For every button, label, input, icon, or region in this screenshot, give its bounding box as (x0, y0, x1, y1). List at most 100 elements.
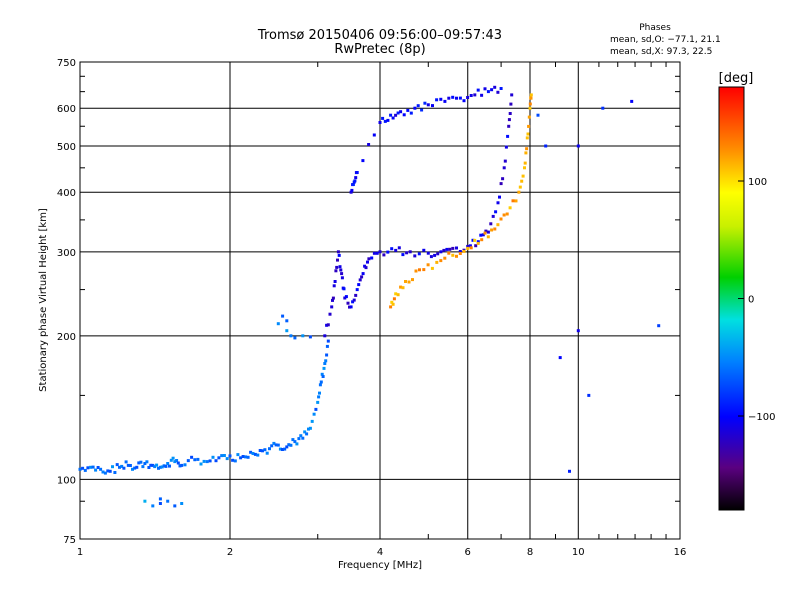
data-point (390, 247, 394, 251)
data-point (399, 285, 403, 289)
x-tick-label: 1 (77, 547, 83, 558)
data-point (337, 253, 341, 257)
data-point (350, 188, 354, 192)
x-axis-ticks: 1 2 4 6 8 10 16 (77, 62, 687, 558)
data-point (375, 251, 379, 255)
x-tick-label: 2 (227, 547, 233, 558)
data-point (413, 106, 417, 110)
data-point (401, 253, 405, 257)
data-point (468, 244, 472, 248)
data-point (246, 455, 250, 459)
data-point (180, 463, 184, 467)
data-point (186, 459, 190, 463)
data-point (320, 372, 324, 376)
data-point (576, 144, 580, 148)
data-point (251, 452, 255, 455)
data-point (139, 460, 143, 464)
data-point (231, 458, 235, 462)
data-point (576, 329, 580, 333)
data-point (381, 116, 385, 120)
data-point (103, 471, 107, 475)
y-tick-label: 300 (57, 248, 76, 259)
data-point (196, 457, 200, 461)
data-point (429, 255, 433, 259)
data-point (339, 268, 343, 272)
data-point (222, 454, 226, 457)
data-point (173, 504, 177, 508)
data-point (91, 465, 95, 469)
data-point (287, 443, 291, 447)
y-tick-label: 600 (57, 104, 76, 115)
data-point (111, 465, 114, 469)
data-point (276, 322, 280, 326)
data-point (404, 280, 407, 283)
data-point (149, 463, 153, 467)
data-point (529, 96, 533, 100)
data-point (326, 339, 330, 343)
data-point (471, 238, 475, 242)
data-point (166, 499, 170, 503)
data-point (211, 455, 215, 459)
data-point (422, 268, 426, 272)
data-point (158, 502, 162, 505)
data-point (490, 228, 494, 232)
data-point (316, 400, 320, 404)
data-point (151, 463, 155, 467)
data-point (498, 195, 501, 199)
data-point (225, 457, 229, 461)
x-tick-label: 16 (674, 547, 687, 558)
data-point (601, 106, 605, 110)
data-point (256, 453, 260, 457)
data-point (133, 466, 137, 470)
data-point (476, 241, 480, 245)
y-tick-label: 500 (57, 142, 76, 153)
data-point (333, 280, 337, 283)
data-point (370, 256, 374, 260)
data-point (83, 468, 87, 472)
data-point (89, 465, 93, 469)
data-point (366, 260, 369, 264)
chart-subtitle: RwPretec (8p) (334, 42, 425, 57)
data-point (480, 93, 484, 97)
data-point (236, 453, 240, 457)
data-point (420, 108, 424, 112)
data-point (160, 465, 164, 469)
data-point (389, 113, 393, 117)
data-point (143, 499, 147, 503)
data-point (344, 295, 348, 299)
data-point (101, 470, 105, 474)
data-point (176, 461, 180, 465)
data-point (433, 253, 437, 257)
data-point (319, 380, 323, 384)
data-point (217, 456, 221, 460)
data-point (199, 462, 203, 466)
data-point (439, 97, 443, 101)
data-point (491, 214, 495, 218)
data-point (414, 269, 418, 273)
data-point (321, 375, 325, 378)
data-point (86, 466, 90, 470)
data-point (331, 298, 334, 302)
data-point (113, 471, 117, 474)
data-point (263, 448, 267, 452)
data-point (451, 253, 455, 257)
data-point (78, 467, 82, 471)
data-point (431, 104, 434, 108)
data-point (407, 280, 411, 284)
data-point (502, 166, 506, 170)
data-point (490, 88, 494, 92)
data-point (168, 464, 171, 468)
data-point (166, 462, 170, 465)
data-point (486, 235, 490, 239)
data-point (455, 246, 458, 250)
data-point (346, 301, 350, 305)
data-point (351, 183, 355, 186)
data-point (496, 223, 500, 227)
data-point (462, 99, 466, 103)
data-point (480, 238, 484, 242)
data-point (476, 88, 480, 92)
data-point (436, 252, 440, 256)
data-point (308, 426, 312, 430)
y-tick-label: 750 (57, 58, 76, 69)
data-point (293, 440, 297, 444)
